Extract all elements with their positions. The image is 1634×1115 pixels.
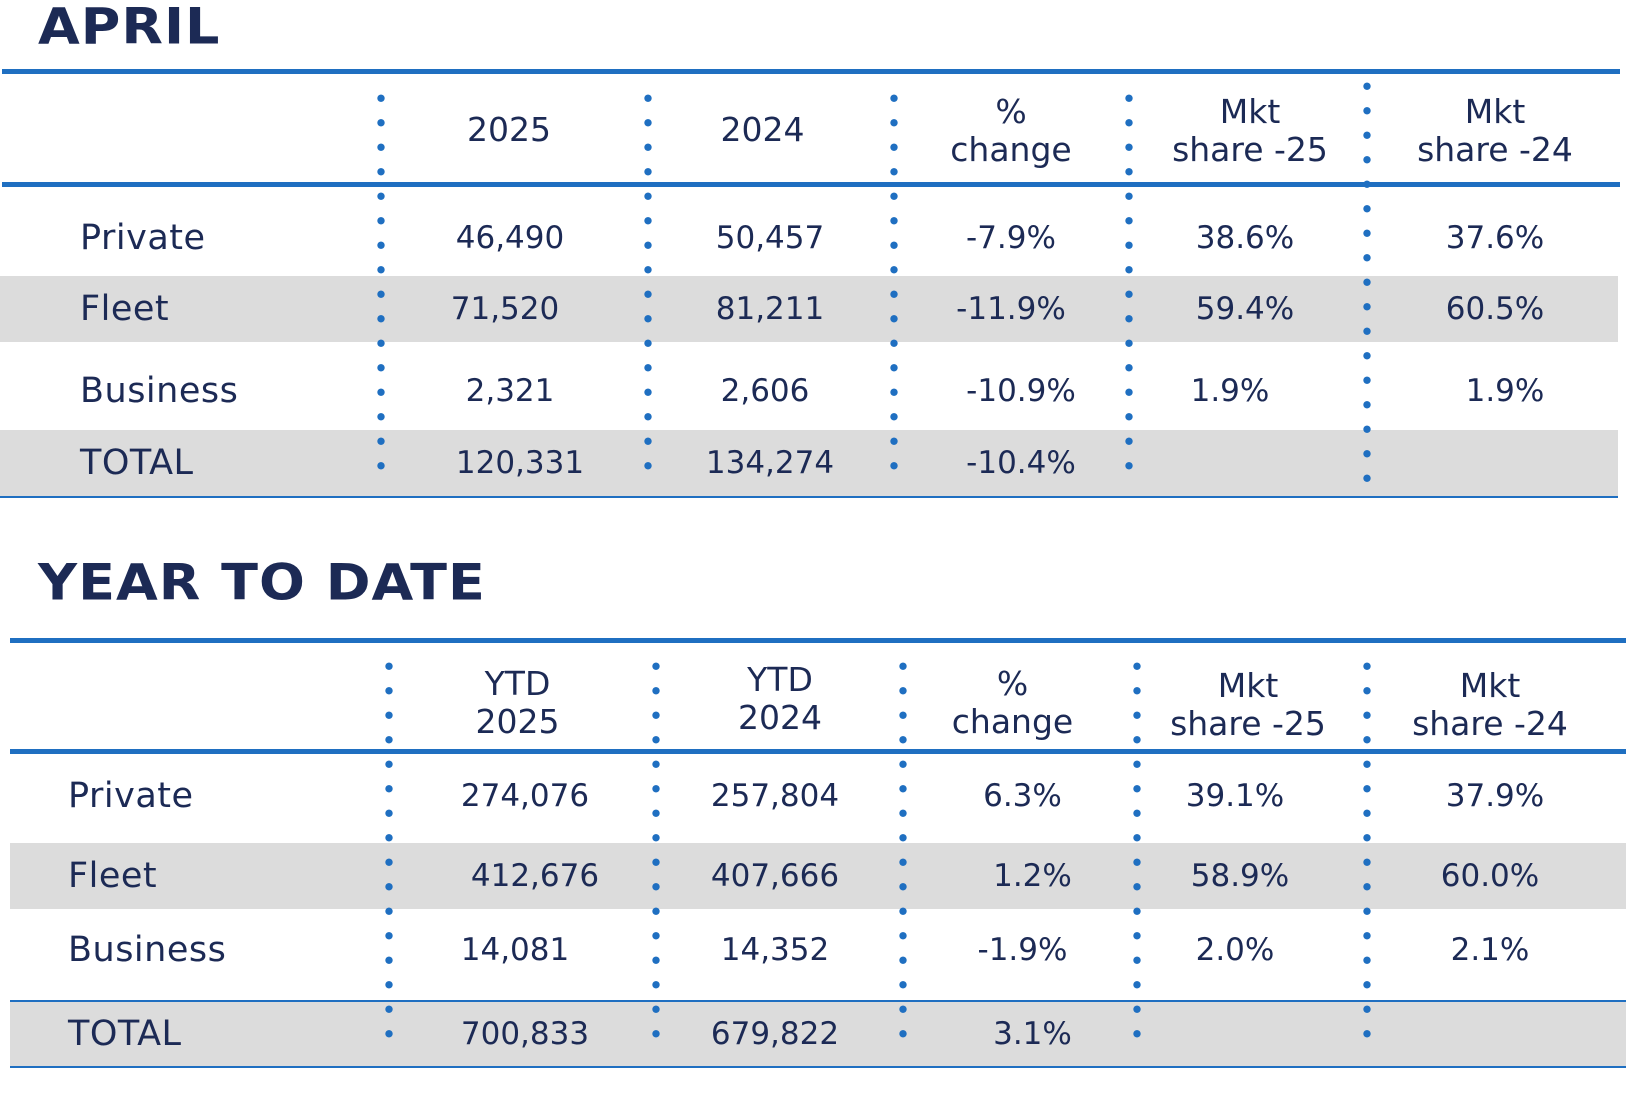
- april-header-2025: 2025: [467, 110, 551, 149]
- ytd-header-share-25: Mkt share -25: [1170, 666, 1326, 743]
- april-header-rule: [2, 182, 1620, 187]
- april-column-divider-4: [1125, 84, 1133, 484]
- ytd-header-rule: [10, 749, 1626, 754]
- value-2024: 679,822: [710, 1016, 840, 1052]
- value-2024: 134,274: [705, 445, 835, 481]
- ytd-row-total: TOTAL 700,833 679,822 3.1%: [10, 1000, 1626, 1068]
- ytd-column-divider-3: [899, 652, 907, 1052]
- value-change: -7.9%: [966, 219, 1056, 256]
- value-share-24: 60.0%: [1440, 858, 1540, 894]
- value-change: -10.4%: [966, 445, 1076, 481]
- april-column-divider-1: [377, 84, 385, 484]
- ytd-top-rule: [10, 638, 1626, 643]
- value-share-25: 2.0%: [1195, 931, 1275, 968]
- value-share-24: 2.1%: [1450, 931, 1530, 968]
- value-2024: 257,804: [710, 777, 840, 814]
- value-share-25: 1.9%: [1190, 372, 1270, 409]
- row-label: Business: [68, 929, 227, 970]
- row-label: Fleet: [80, 289, 170, 329]
- value-share-24: 60.5%: [1445, 291, 1545, 327]
- value-2025: 14,081: [460, 931, 570, 968]
- value-2025: 46,490: [455, 219, 565, 256]
- april-header-2024: 2024: [720, 110, 805, 149]
- ytd-header-2024: YTD 2024: [738, 660, 822, 737]
- value-2025: 120,331: [455, 445, 585, 481]
- value-share-25: 58.9%: [1190, 858, 1290, 894]
- value-2025: 71,520: [450, 291, 560, 327]
- april-header-change: % change: [950, 92, 1072, 169]
- value-change: 3.1%: [993, 1016, 1072, 1052]
- ytd-header-2025: YTD 2025: [475, 664, 560, 741]
- april-title: APRIL: [38, 0, 221, 56]
- value-share-24: 37.9%: [1445, 777, 1545, 814]
- april-header-share-24: Mkt share -24: [1417, 92, 1573, 169]
- value-change: 1.2%: [993, 858, 1072, 894]
- row-label: Business: [80, 370, 239, 411]
- april-table: 2025 2024 % change Mkt share -25 Mkt sha…: [0, 0, 1634, 500]
- value-2024: 14,352: [720, 931, 830, 968]
- value-share-25: 59.4%: [1195, 291, 1295, 327]
- ytd-title: YEAR TO DATE: [38, 553, 486, 612]
- value-change: -1.9%: [977, 931, 1068, 968]
- ytd-row-fleet: Fleet 412,676 407,666 1.2% 58.9% 60.0%: [10, 843, 1626, 909]
- ytd-column-divider-5: [1363, 652, 1371, 1052]
- ytd-column-divider-4: [1133, 652, 1141, 1052]
- april-top-rule: [2, 69, 1620, 74]
- value-2025: 2,321: [465, 372, 555, 409]
- value-share-25: 38.6%: [1195, 219, 1295, 256]
- value-2024: 407,666: [710, 858, 840, 894]
- april-row-fleet: Fleet 71,520 81,211 -11.9% 59.4% 60.5%: [0, 276, 1618, 342]
- april-column-divider-3: [890, 84, 898, 484]
- row-label: TOTAL: [68, 1014, 182, 1054]
- april-column-divider-2: [644, 84, 652, 484]
- value-share-25: 39.1%: [1185, 777, 1285, 814]
- row-label: TOTAL: [80, 443, 194, 483]
- april-row-private: Private 46,490 50,457 -7.9% 38.6% 37.6%: [0, 200, 1620, 275]
- value-2025: 412,676: [470, 858, 600, 894]
- value-share-25: [1135, 1002, 1345, 1066]
- row-label: Private: [68, 775, 194, 816]
- row-label: Private: [80, 217, 206, 258]
- april-column-divider-5: [1363, 72, 1371, 492]
- ytd-header-share-24: Mkt share -24: [1412, 666, 1568, 743]
- value-2024: 2,606: [720, 372, 810, 409]
- value-2025: 700,833: [460, 1016, 590, 1052]
- row-label: Fleet: [68, 856, 158, 896]
- april-header-share-25: Mkt share -25: [1172, 92, 1328, 169]
- ytd-row-business: Business 14,081 14,352 -1.9% 2.0% 2.1%: [0, 912, 1626, 987]
- ytd-row-private: Private 274,076 257,804 6.3% 39.1% 37.9%: [0, 758, 1626, 833]
- ytd-column-divider-2: [652, 652, 660, 1052]
- value-share-24: 1.9%: [1465, 372, 1545, 409]
- april-row-total: TOTAL 120,331 134,274 -10.4%: [0, 430, 1618, 498]
- ytd-column-divider-1: [385, 652, 393, 1052]
- value-2025: 274,076: [460, 777, 590, 814]
- value-2024: 50,457: [715, 219, 825, 256]
- value-share-24: 37.6%: [1445, 219, 1545, 256]
- april-row-business: Business 2,321 2,606 -10.9% 1.9% 1.9%: [0, 353, 1620, 428]
- ytd-header-change: % change: [951, 664, 1074, 741]
- value-share-24: [1385, 1002, 1595, 1066]
- value-change: -11.9%: [956, 291, 1066, 327]
- value-change: 6.3%: [983, 777, 1062, 814]
- value-2024: 81,211: [715, 291, 825, 327]
- value-change: -10.9%: [966, 372, 1076, 409]
